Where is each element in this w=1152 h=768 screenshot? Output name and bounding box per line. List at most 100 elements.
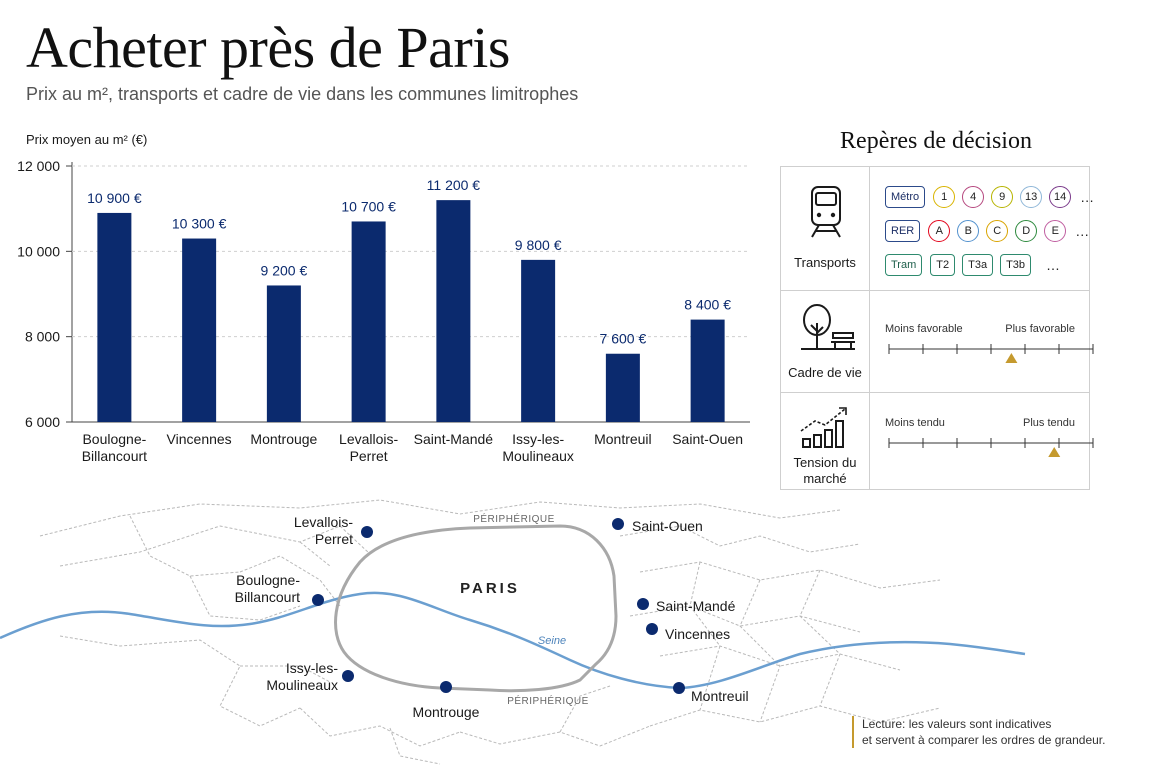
- y-tick-label: 6 000: [25, 414, 60, 430]
- commune-dot: [673, 682, 685, 694]
- commune-dot: [637, 598, 649, 610]
- y-tick-label: 10 000: [17, 243, 60, 259]
- bar-value-label: 10 300 €: [172, 216, 227, 232]
- y-tick-label: 12 000: [17, 158, 60, 174]
- tram-chip: Tram: [885, 254, 923, 276]
- tension-scale-left: Moins tendu: [885, 417, 945, 429]
- tram-line-T3a: T3a: [962, 254, 994, 276]
- transports-label: Transports: [794, 255, 856, 270]
- tension-scale: [888, 438, 1094, 457]
- page-title: Acheter près de Paris: [26, 15, 510, 80]
- category-label: Boulogne-: [82, 431, 146, 447]
- metro-line-14: 14: [1049, 186, 1072, 208]
- category-label: Vincennes: [167, 431, 232, 447]
- cadre-de-vie-scale: [888, 344, 1094, 363]
- commune-dot: [440, 681, 452, 693]
- rer-line-E: E: [1044, 220, 1067, 242]
- rer-line-D: D: [1015, 220, 1038, 242]
- reperes-panel: Transports Métro 1 4 9 13 14… RER A B C D E… Tra…: [780, 166, 1094, 490]
- rer-line-B: B: [957, 220, 980, 242]
- tension-row: Tension du marché Moins tendu Plus tendu: [781, 393, 1094, 489]
- tension-marker: [1048, 447, 1061, 457]
- metro-line-1: 1: [933, 186, 956, 208]
- rer-chip: RER: [885, 220, 921, 242]
- bar-value-label: 11 200 €: [427, 177, 481, 193]
- bar-value-label: 7 600 €: [600, 331, 647, 347]
- category-label: Moulineaux: [502, 448, 574, 464]
- tension-scale-right: Plus tendu: [1023, 417, 1075, 429]
- peripherique-label-top: PÉRIPHÉRIQUE: [473, 512, 555, 525]
- category-label: Levallois-: [339, 431, 398, 447]
- tram-line-T2: T2: [930, 254, 956, 276]
- cadre-scale-right: Plus favorable: [1005, 323, 1075, 335]
- commune-label: Saint-Ouen: [632, 518, 703, 534]
- tension-label-line2: marché: [803, 471, 847, 486]
- tram-more: …: [1046, 257, 1061, 273]
- bar-value-label: 9 800 €: [515, 237, 562, 253]
- price-bar-chart: Prix moyen au m² (€) 6 000 8 000 10 000 12 0…: [17, 132, 750, 464]
- commune-dot: [612, 518, 624, 530]
- bar: [182, 238, 217, 422]
- bar-value-label: 9 200 €: [261, 262, 308, 278]
- reading-note-line1: Lecture: les valeurs sont indicatives: [862, 717, 1052, 731]
- rer-more: …: [1075, 223, 1090, 239]
- bar: [690, 319, 725, 422]
- commune-label: Boulogne-: [236, 572, 300, 588]
- commune-dot: [342, 670, 354, 682]
- metro-line-4: 4: [962, 186, 985, 208]
- commune-label: Saint-Mandé: [656, 598, 736, 614]
- cadre-de-vie-row: Cadre de vie Moins favorable Plus favora…: [781, 291, 1094, 393]
- y-axis-label: Prix moyen au m² (€): [26, 132, 147, 147]
- commune-label: Perret: [315, 531, 353, 547]
- commune-dot: [646, 623, 658, 635]
- cadre-marker: [1005, 353, 1018, 363]
- bar: [97, 212, 132, 422]
- bar: [605, 353, 640, 422]
- rer-line-A: A: [928, 220, 951, 242]
- bar: [351, 221, 386, 422]
- commune-markers: Levallois-Perret Saint-Ouen Boulogne-Billa…: [235, 514, 749, 720]
- commune-label: Montrouge: [413, 704, 480, 720]
- bar: [266, 285, 301, 422]
- metro-lines: Métro 1 4 9 13 14…: [885, 185, 1094, 209]
- train-icon: [811, 186, 841, 238]
- commune-label: Moulineaux: [266, 677, 338, 693]
- page-subtitle: Prix au m², transports et cadre de vie d…: [26, 84, 579, 104]
- tram-line-T3b: T3b: [1000, 254, 1032, 276]
- reading-note: Lecture: les valeurs sont indicatives et…: [852, 716, 1105, 748]
- commune-dot: [312, 594, 324, 606]
- bar: [436, 200, 471, 422]
- peripherique-label-bottom: PÉRIPHÉRIQUE: [507, 694, 589, 707]
- tree-bench-icon: [801, 304, 855, 350]
- y-tick-label: 8 000: [25, 329, 60, 345]
- metro-line-9: 9: [991, 186, 1014, 208]
- tension-label: Tension du marché: [781, 455, 869, 487]
- peripherique-ring: [334, 524, 618, 693]
- commune-dot: [361, 526, 373, 538]
- bar-value-label: 10 900 €: [87, 190, 142, 206]
- commune-label: Billancourt: [235, 589, 300, 605]
- category-label: Perret: [350, 448, 388, 464]
- bar: [521, 259, 556, 422]
- category-label: Billancourt: [82, 448, 147, 464]
- commune-boundaries: [39, 499, 941, 765]
- commune-label: Vincennes: [665, 626, 730, 642]
- category-label: Montreuil: [594, 431, 652, 447]
- bar-value-label: 10 700 €: [341, 198, 396, 214]
- commune-label: Issy-les-: [286, 660, 338, 676]
- commune-label: Montreuil: [691, 688, 749, 704]
- seine-river: [0, 591, 1026, 690]
- tension-label-line1: Tension du: [793, 455, 857, 470]
- reading-note-line2: et servent à comparer les ordres de gran…: [862, 733, 1106, 747]
- metro-line-13: 13: [1020, 186, 1043, 208]
- seine-label: Seine: [538, 635, 566, 647]
- bar-value-label: 8 400 €: [684, 297, 731, 313]
- category-label: Saint-Mandé: [414, 431, 494, 447]
- transports-row: Transports Métro 1 4 9 13 14… RER A B C D E… Tra…: [781, 167, 1094, 291]
- reperes-title: Repères de décision: [840, 128, 1032, 154]
- category-label: Montrouge: [250, 431, 317, 447]
- metro-chip: Métro: [885, 186, 926, 208]
- cadre-de-vie-label: Cadre de vie: [788, 365, 862, 380]
- rising-bars-icon: [800, 407, 847, 448]
- cadre-scale-left: Moins favorable: [885, 323, 963, 335]
